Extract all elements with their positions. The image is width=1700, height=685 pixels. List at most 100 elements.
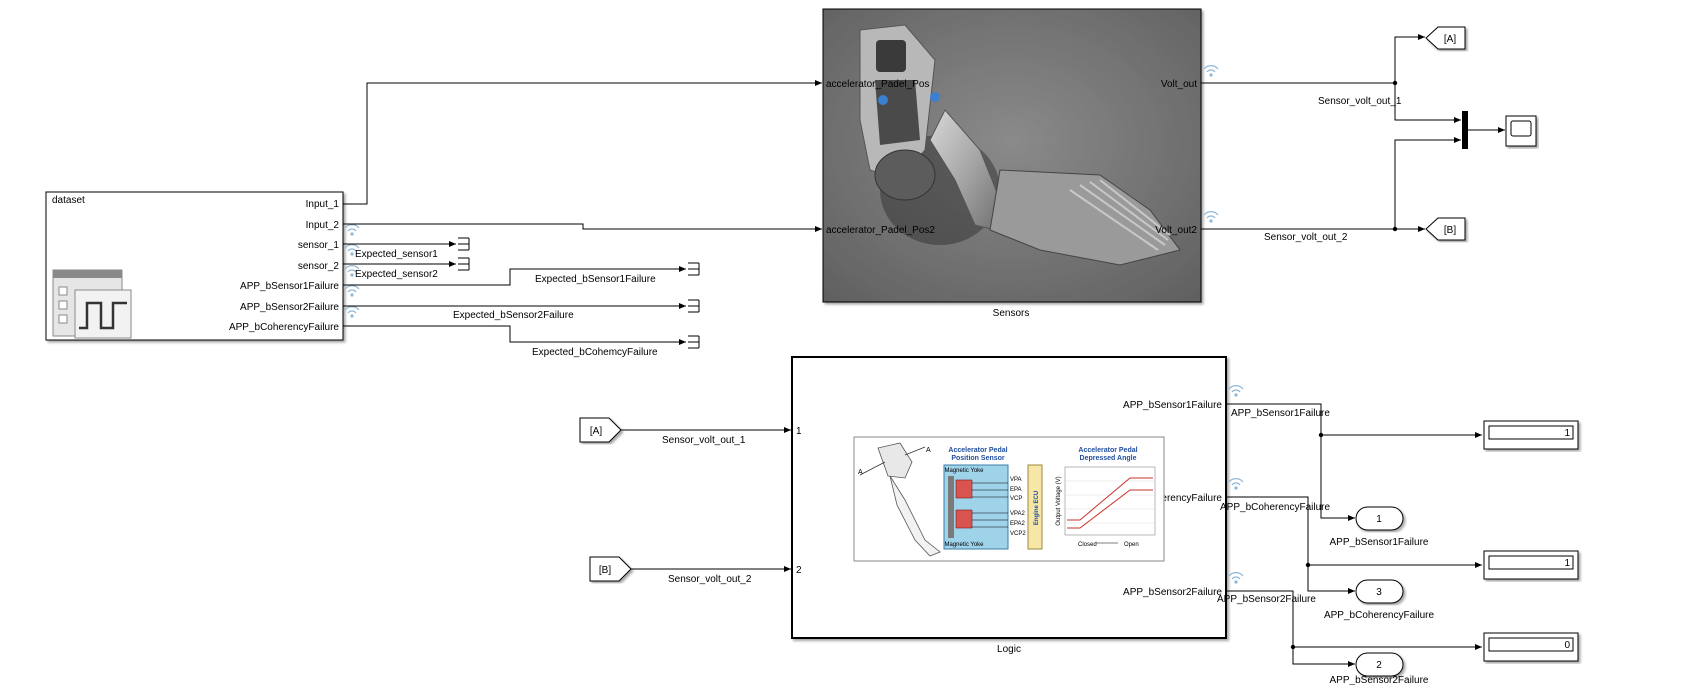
branch-point: [1392, 80, 1398, 86]
signal-label-expected-sensor1: Expected_sensor1: [355, 249, 438, 260]
sensors-input1-label: accelerator_Padel_Pos: [826, 79, 929, 90]
wire-input2[interactable]: [343, 223, 822, 232]
signal-editor-icon: [52, 269, 132, 339]
dataset-port-sensor2: sensor_2: [298, 261, 340, 272]
branch-point: [1318, 432, 1324, 438]
signal-label-app-b1: APP_bSensor1Failure: [1231, 408, 1330, 419]
display-block-coherency[interactable]: 1: [1483, 550, 1579, 580]
signal-label-expected-coh: Expected_bCohemcyFailure: [532, 347, 658, 358]
dataset-port-input1: Input_1: [306, 199, 340, 210]
accelerator-pedal-image: [859, 24, 1181, 266]
svg-text:3: 3: [1376, 587, 1382, 598]
from-tag-b[interactable]: [B]: [589, 556, 632, 582]
wire-bsensor1[interactable]: [343, 266, 686, 286]
dataset-port-bsensor2: APP_bSensor2Failure: [240, 302, 339, 313]
display-value: 1: [1564, 428, 1570, 439]
wire-bsensor2-to-outport[interactable]: [1226, 590, 1355, 667]
signal-label-app-coh: APP_bCoherencyFailure: [1220, 502, 1330, 513]
outport-bsensor2[interactable]: 2 APP_bSensor2Failure: [1330, 652, 1429, 685]
img-pin-epa: EPA: [1010, 487, 1022, 493]
svg-text:A: A: [858, 469, 863, 476]
logic-output2-label: APP_bCoherencyFailure: [1112, 493, 1222, 504]
outport-bsensor1[interactable]: 1 APP_bSensor1Failure: [1330, 506, 1429, 548]
stream-icon: [344, 306, 360, 319]
stream-icon: [1228, 478, 1244, 491]
signal-label-expected-b2: Expected_bSensor2Failure: [453, 310, 574, 321]
display-value: 1: [1564, 558, 1570, 569]
from-tag-a[interactable]: [A]: [579, 417, 622, 443]
img-graph-ylabel: Output Voltage (V): [1056, 476, 1062, 525]
branch-point: [1290, 644, 1296, 650]
dataset-port-bcoherency: APP_bCoherencyFailure: [229, 322, 339, 333]
signal-label-expected-sensor2: Expected_sensor2: [355, 269, 438, 280]
img-title-1: Accelerator Pedal: [948, 447, 1007, 454]
terminator-block[interactable]: [458, 257, 470, 271]
wire-to-goto-a[interactable]: [1394, 34, 1425, 83]
scope-block[interactable]: [1505, 115, 1537, 147]
outport-label: APP_bSensor2Failure: [1330, 675, 1429, 685]
dataset-block[interactable]: dataset Input_1 Input_2 sensor_1 sensor_…: [45, 191, 344, 341]
branch-point: [1392, 226, 1398, 232]
svg-text:[A]: [A]: [590, 426, 602, 437]
signal-label-sv2-logic: Sensor_volt_out_2: [668, 574, 752, 585]
logic-input1-label: 1: [796, 426, 802, 437]
display-block-bsensor2[interactable]: 0: [1483, 632, 1579, 662]
img-closed-label: Closed: [1078, 542, 1097, 548]
wire-bcoherency[interactable]: [343, 325, 686, 345]
wire-to-mux-2[interactable]: [1394, 137, 1461, 229]
signal-label-app-b2: APP_bSensor2Failure: [1217, 594, 1316, 605]
stream-icon: [1228, 385, 1244, 398]
img-title-2: Position Sensor: [951, 455, 1005, 462]
sensors-input2-label: accelerator_Padel_Pos2: [826, 225, 935, 236]
pedal-drawing-icon: A A: [858, 442, 941, 557]
signal-label-expected-b1: Expected_bSensor1Failure: [535, 274, 656, 285]
mux-block[interactable]: [1462, 111, 1468, 149]
wire-input1[interactable]: [343, 80, 822, 205]
stream-icon: [344, 224, 360, 237]
sensors-output1-label: Volt_out: [1161, 79, 1197, 90]
logic-input2-label: 2: [796, 565, 802, 576]
img-pin-vpa: VPA: [1010, 477, 1022, 483]
img-graph-title-2: Depressed Angle: [1080, 455, 1137, 462]
stream-icon: [1228, 572, 1244, 585]
svg-text:2: 2: [1376, 660, 1382, 671]
wire-to-mux-1[interactable]: [1394, 83, 1461, 123]
terminator-block[interactable]: [688, 299, 700, 313]
wire-coherency-to-outport[interactable]: [1226, 496, 1355, 594]
dataset-title: dataset: [52, 195, 85, 206]
wire-bsensor1-to-outport[interactable]: [1226, 403, 1355, 521]
terminator-block[interactable]: [458, 237, 470, 251]
img-graph-title-1: Accelerator Pedal: [1078, 447, 1137, 454]
signal-label-sensor-volt-out-2: Sensor_volt_out_2: [1264, 232, 1348, 243]
display-block-bsensor1[interactable]: 1: [1483, 420, 1579, 450]
img-pin-epa2: EPA2: [1010, 521, 1026, 527]
svg-text:A: A: [926, 447, 931, 454]
sensors-block-name: Sensors: [993, 308, 1030, 319]
dataset-port-bsensor1: APP_bSensor1Failure: [240, 281, 339, 292]
outport-label: APP_bSensor1Failure: [1330, 537, 1429, 548]
img-pin-vcp: VCP: [1010, 496, 1022, 502]
img-yoke-top: Magnetic Yoke: [944, 468, 984, 474]
svg-text:[B]: [B]: [599, 565, 611, 576]
logic-output3-label: APP_bSensor2Failure: [1123, 587, 1222, 598]
outport-label: APP_bCoherencyFailure: [1324, 610, 1434, 621]
sensors-output2-label: Volt_out2: [1155, 225, 1197, 236]
img-open-label: Open: [1124, 542, 1139, 548]
logic-block-name: Logic: [997, 644, 1021, 655]
sensors-subsystem[interactable]: accelerator_Padel_Pos accelerator_Padel_…: [822, 8, 1202, 319]
svg-text:[A]: [A]: [1444, 34, 1456, 45]
logic-subsystem[interactable]: 1 2 APP_bSensor1Failure APP_bCoherencyFa…: [791, 356, 1227, 655]
terminator-block[interactable]: [688, 335, 700, 349]
svg-text:1: 1: [1376, 514, 1382, 525]
signal-label-sensor-volt-out-1: Sensor_volt_out_1: [1318, 96, 1402, 107]
goto-tag-b[interactable]: [B]: [1425, 217, 1466, 241]
img-yoke-bottom: Magnetic Yoke: [944, 542, 984, 548]
logic-output1-label: APP_bSensor1Failure: [1123, 400, 1222, 411]
branch-point: [1305, 562, 1311, 568]
img-pin-vcp2: VCP2: [1010, 531, 1026, 537]
display-value: 0: [1564, 640, 1570, 651]
signal-label-sv1-logic: Sensor_volt_out_1: [662, 435, 746, 446]
terminator-block[interactable]: [688, 262, 700, 276]
goto-tag-a[interactable]: [A]: [1425, 26, 1466, 50]
outport-coherency[interactable]: 3 APP_bCoherencyFailure: [1324, 579, 1434, 621]
